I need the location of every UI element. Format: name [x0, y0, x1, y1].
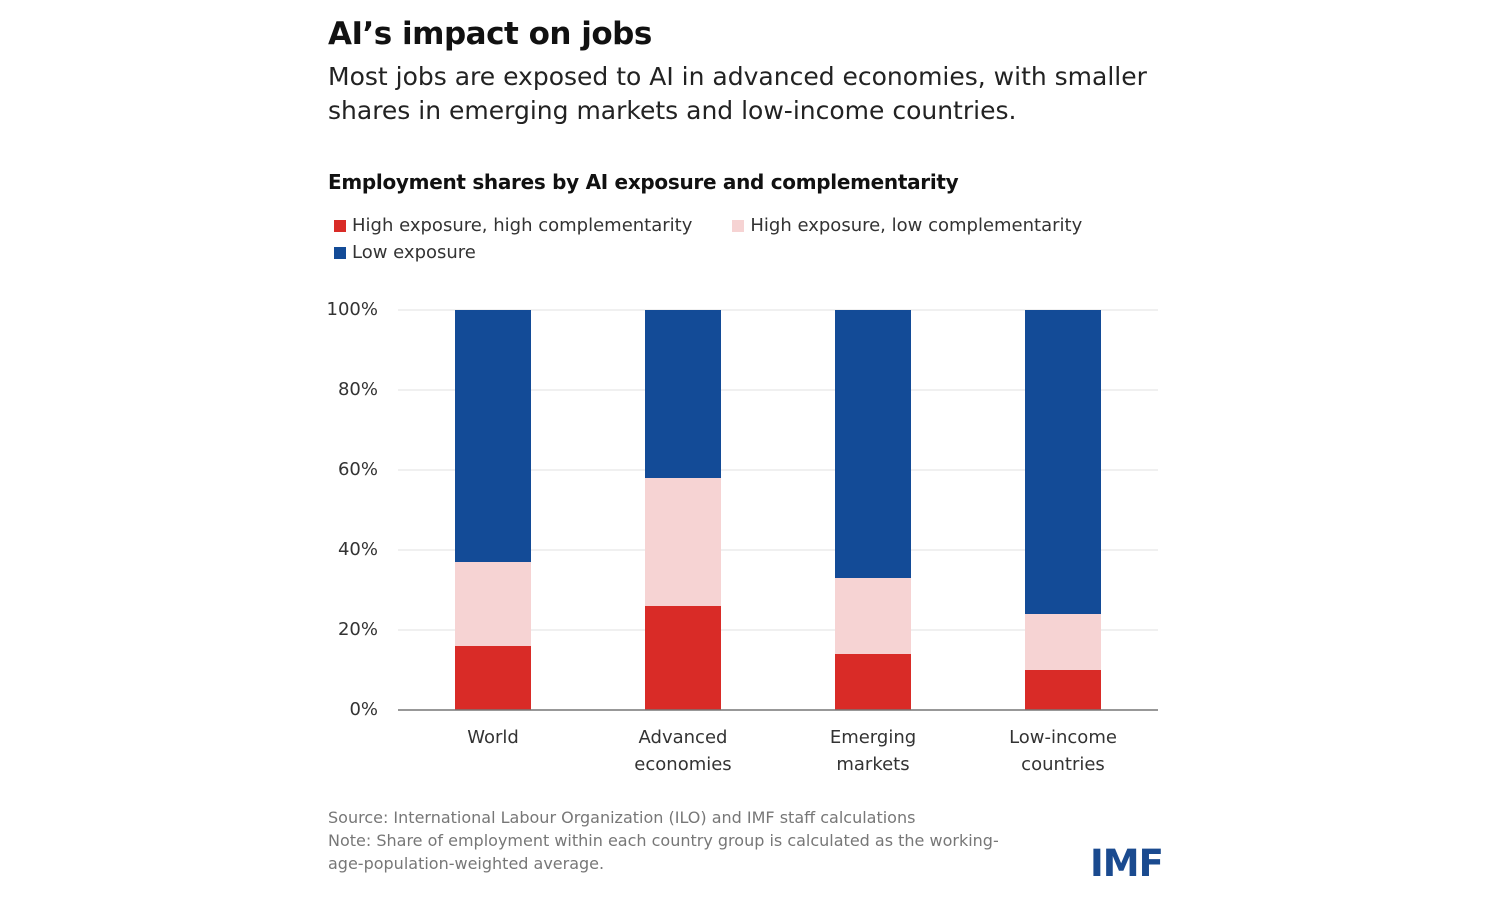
x-tick-label: Low-income countries	[1009, 727, 1117, 775]
bar-segment	[455, 310, 531, 562]
y-tick-label: 100%	[327, 299, 378, 320]
x-tick-label: World	[467, 727, 519, 748]
x-tick-label: Emerging markets	[829, 727, 917, 775]
legend-item: Low exposure	[334, 242, 476, 263]
bar-segment	[1025, 670, 1101, 710]
y-tick-label: 20%	[338, 619, 378, 640]
bar-segment	[455, 646, 531, 710]
bar-segment	[835, 578, 911, 654]
subtitle: Most jobs are exposed to AI in advanced …	[328, 62, 1147, 125]
legend-label: Low exposure	[352, 242, 476, 263]
y-tick-label: 0%	[349, 699, 378, 720]
y-tick-label: 40%	[338, 539, 378, 560]
legend-label: High exposure, high complementarity	[352, 215, 693, 236]
legend-swatch	[732, 219, 745, 232]
legend-label: High exposure, low complementarity	[750, 215, 1083, 236]
bar-segment	[645, 478, 721, 606]
note: Note: Share of employment within each co…	[328, 831, 999, 873]
legend-item: High exposure, high complementarity	[334, 215, 692, 236]
legend-item: High exposure, low complementarity	[732, 215, 1082, 236]
bar-segment	[455, 562, 531, 646]
legend-swatch	[334, 246, 346, 259]
y-tick-label: 60%	[338, 459, 378, 480]
legend: High exposure, high complementarity High …	[334, 215, 1134, 263]
title: AI’s impact on jobs	[328, 16, 652, 52]
bar-segment	[1025, 614, 1101, 670]
x-tick-label: Advanced economies	[634, 727, 732, 775]
bar-segment	[835, 654, 911, 710]
bar-segment	[645, 310, 721, 478]
chart-title: Employment shares by AI exposure and com…	[328, 170, 959, 194]
bar-segment	[1025, 310, 1101, 614]
bar-segment	[645, 606, 721, 710]
bar-segment	[835, 310, 911, 578]
y-tick-label: 80%	[338, 379, 378, 400]
source: Source: International Labour Organizatio…	[328, 808, 916, 827]
legend-swatch	[334, 219, 346, 232]
logo: IMF	[1090, 842, 1164, 885]
